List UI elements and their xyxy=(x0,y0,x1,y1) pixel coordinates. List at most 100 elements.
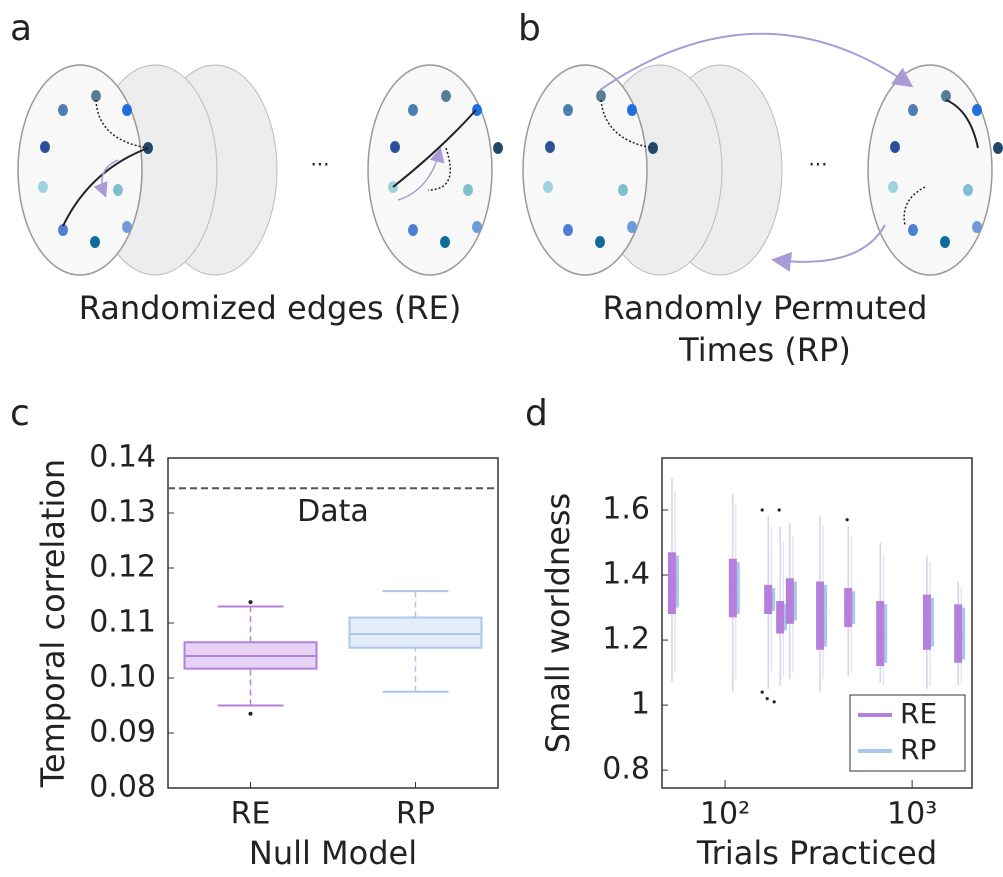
box xyxy=(922,594,931,650)
x-tick-label: RE xyxy=(231,797,271,832)
legend-box xyxy=(849,694,966,772)
panel-label: d xyxy=(525,393,548,434)
plot-frame xyxy=(661,457,973,789)
edge xyxy=(945,99,979,149)
y-tick-label: 0.14 xyxy=(89,440,156,475)
node xyxy=(563,104,573,116)
network xyxy=(522,64,648,276)
node xyxy=(408,104,418,116)
node xyxy=(545,141,555,153)
caption: Randomized edges (RE) xyxy=(79,289,462,327)
box xyxy=(816,581,825,650)
panel-label: c xyxy=(10,393,30,434)
node xyxy=(595,236,605,248)
node xyxy=(122,221,132,233)
y-axis-label: Small worldness xyxy=(539,493,577,753)
y-tick-label: 1.6 xyxy=(602,492,650,527)
node xyxy=(38,181,48,193)
edge xyxy=(903,186,926,226)
outlier xyxy=(845,518,849,522)
node xyxy=(888,181,898,193)
y-tick-label: 0.13 xyxy=(89,495,156,530)
node xyxy=(463,184,473,196)
plot: 0.08 0.09 0.10 0.11 0.12 0.13 0.14 Temporal cor… xyxy=(34,440,499,872)
node xyxy=(963,184,973,196)
node xyxy=(940,236,950,248)
node xyxy=(627,221,637,233)
node xyxy=(91,90,101,102)
outlier xyxy=(760,690,764,694)
network xyxy=(867,64,993,276)
edge xyxy=(62,147,149,227)
node xyxy=(908,224,918,236)
y-tick-label: 0.09 xyxy=(89,715,156,750)
y-tick-label: 1.2 xyxy=(602,622,650,657)
outlier xyxy=(777,508,781,512)
node xyxy=(113,184,123,196)
legend-label: RE xyxy=(900,697,937,730)
node xyxy=(972,104,982,116)
diagram xyxy=(17,32,1003,276)
caption: Times (RP) xyxy=(678,331,851,369)
ellipsis: ... xyxy=(808,147,827,171)
y-tick-label: 1 xyxy=(631,687,650,722)
y-axis-label: Temporal correlation xyxy=(34,459,72,788)
edge xyxy=(600,99,654,149)
reference-label: Data xyxy=(297,494,369,529)
node xyxy=(563,224,573,236)
edge xyxy=(397,147,445,201)
x-axis-label: Null Model xyxy=(249,834,417,872)
y-tick-label: 0.10 xyxy=(89,660,156,695)
node xyxy=(40,141,50,153)
box xyxy=(667,552,676,615)
outlier xyxy=(772,700,776,704)
network xyxy=(17,64,143,276)
x-tick-label: 10² xyxy=(700,797,750,832)
outlier xyxy=(248,600,253,605)
outlier xyxy=(760,508,764,512)
y-tick-label: 0.11 xyxy=(89,605,156,640)
caption: Randomly Permuted xyxy=(603,289,928,327)
node xyxy=(618,184,628,196)
node xyxy=(58,104,68,116)
edge xyxy=(427,147,451,191)
edge xyxy=(599,32,914,91)
panel-label: a xyxy=(10,8,32,49)
node xyxy=(472,221,482,233)
x-axis-label: Trials Practiced xyxy=(696,834,937,872)
legend-label: RP xyxy=(900,733,936,766)
node xyxy=(440,236,450,248)
y-tick-label: 1.4 xyxy=(602,557,650,592)
node xyxy=(972,221,982,233)
box xyxy=(348,616,483,649)
node xyxy=(58,224,68,236)
x-tick-label: RP xyxy=(396,797,435,832)
y-tick-label: 0.8 xyxy=(602,752,650,787)
x-tick-label: 10³ xyxy=(887,797,937,832)
edge xyxy=(771,224,886,272)
plot: 0.8 1 1.2 1.4 1.6 Small worldness Trials Pract… xyxy=(539,457,973,872)
node xyxy=(408,224,418,236)
outlier xyxy=(248,711,253,716)
node xyxy=(627,104,637,116)
node xyxy=(890,141,900,153)
y-tick-label: 0.08 xyxy=(89,770,156,805)
box xyxy=(764,584,773,615)
outlier xyxy=(765,696,769,701)
node xyxy=(90,236,100,248)
network xyxy=(367,64,493,276)
node xyxy=(122,104,132,116)
node xyxy=(441,90,451,102)
node xyxy=(390,141,400,153)
node xyxy=(596,90,606,102)
edge xyxy=(93,159,119,198)
y-tick-label: 0.12 xyxy=(89,550,156,585)
node xyxy=(993,142,1003,154)
ellipsis: ... xyxy=(310,147,329,171)
node xyxy=(941,90,951,102)
panel-label: b xyxy=(518,8,541,49)
node xyxy=(543,181,553,193)
charts: 0.08 0.09 0.10 0.11 0.12 0.13 0.14 Temporal cor… xyxy=(34,440,973,872)
